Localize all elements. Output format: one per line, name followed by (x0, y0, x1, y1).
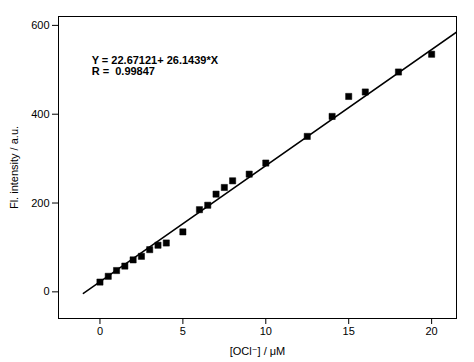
svg-text:400: 400 (31, 108, 49, 120)
svg-text:600: 600 (31, 19, 49, 31)
svg-text:20: 20 (426, 325, 438, 337)
svg-text:15: 15 (343, 325, 355, 337)
svg-text:200: 200 (31, 197, 49, 209)
svg-text:Fl. intensity / a.u.: Fl. intensity / a.u. (8, 126, 20, 209)
svg-text:0: 0 (97, 325, 103, 337)
svg-text:10: 10 (260, 325, 272, 337)
svg-text:0: 0 (43, 285, 49, 297)
svg-text:Y = 22.67121+ 26.1439*XR = 0.: Y = 22.67121+ 26.1439*XR = 0.99847 (92, 54, 219, 77)
svg-text:[OCl⁻] / μM: [OCl⁻] / μM (230, 345, 286, 357)
svg-text:5: 5 (180, 325, 186, 337)
